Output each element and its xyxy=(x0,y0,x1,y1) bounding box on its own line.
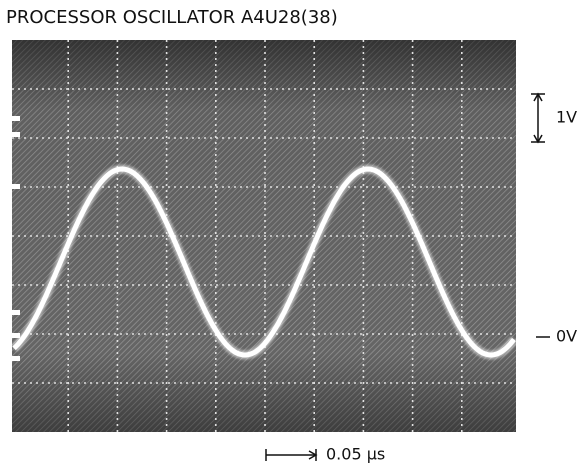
graticule xyxy=(12,40,516,432)
time-scale-label: 0.05 μs xyxy=(326,445,385,464)
edge-markers xyxy=(12,116,20,361)
waveform-trace xyxy=(12,166,516,358)
zero-level-label: 0V xyxy=(556,327,577,346)
volt-scale-label: 1V xyxy=(556,108,577,127)
figure-title: PROCESSOR OSCILLATOR A4U28(38) xyxy=(6,7,338,28)
time-scale-bar xyxy=(265,449,318,461)
volt-scale-bar xyxy=(531,92,545,144)
scope-screen xyxy=(10,40,518,432)
